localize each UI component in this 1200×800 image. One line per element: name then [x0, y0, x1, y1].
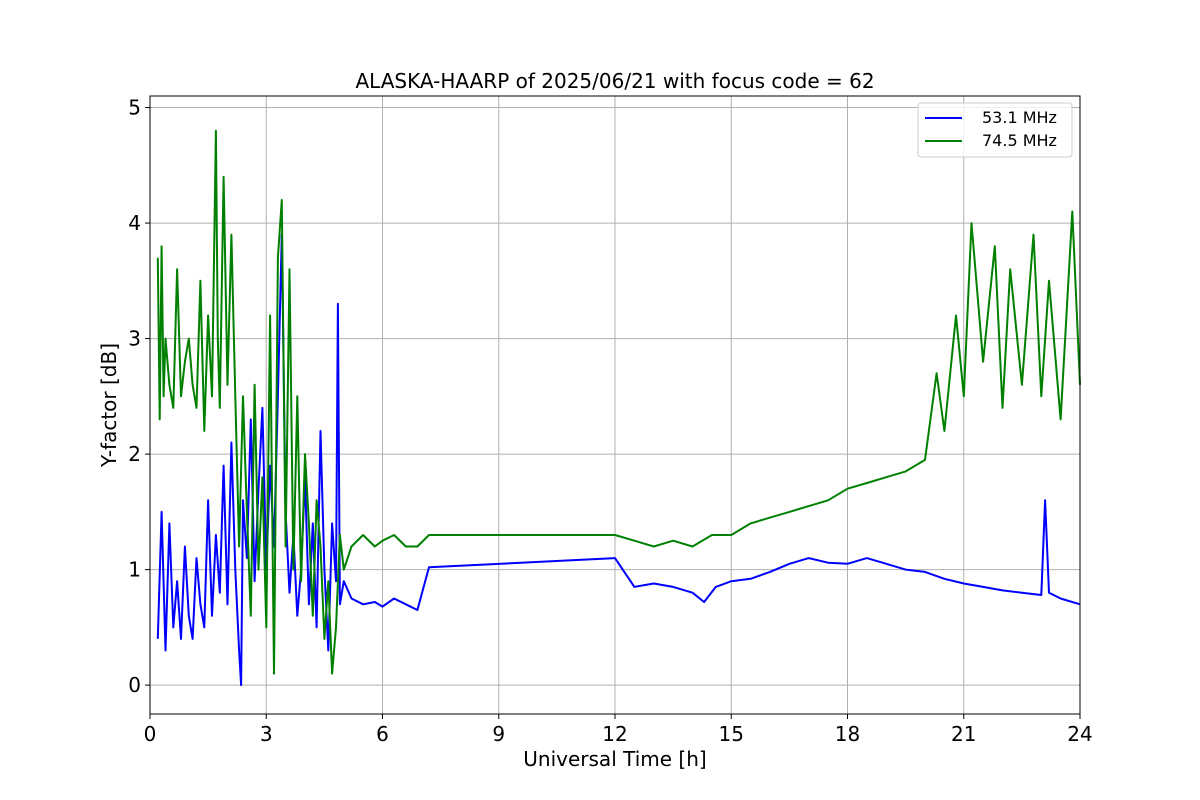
y-tick-label-2: 2	[128, 442, 141, 466]
legend-label-74mhz: 74.5 MHz	[982, 131, 1057, 150]
y-axis-label: Y-factor [dB]	[97, 343, 121, 468]
legend-box	[917, 102, 1073, 158]
series-line-0	[156, 233, 1081, 687]
x-axis-label: Universal Time [h]	[523, 747, 706, 771]
legend-label-53mhz: 53.1 MHz	[982, 108, 1057, 127]
x-tick-label-5: 15	[719, 722, 744, 746]
x-tick-label-3: 9	[492, 722, 505, 746]
series-line-1	[156, 129, 1081, 675]
y-tick-label-1: 1	[128, 558, 141, 582]
series-lines	[156, 129, 1081, 687]
x-tick-label-1: 3	[260, 722, 273, 746]
x-tick-label-4: 12	[602, 722, 627, 746]
x-tick-label-0: 0	[144, 722, 157, 746]
y-tick-label-0: 0	[128, 673, 141, 697]
x-tick-label-8: 24	[1067, 722, 1092, 746]
x-tick-label-2: 6	[376, 722, 389, 746]
y-tick-label-5: 5	[128, 96, 141, 120]
x-tick-label-6: 18	[835, 722, 860, 746]
y-tick-label-3: 3	[128, 327, 141, 351]
y-tick-label-4: 4	[128, 211, 141, 235]
chart-title: ALASKA-HAARP of 2025/06/21 with focus co…	[355, 69, 874, 93]
x-tick-label-7: 21	[951, 722, 976, 746]
legend: 53.1 MHz 74.5 MHz	[917, 102, 1073, 158]
